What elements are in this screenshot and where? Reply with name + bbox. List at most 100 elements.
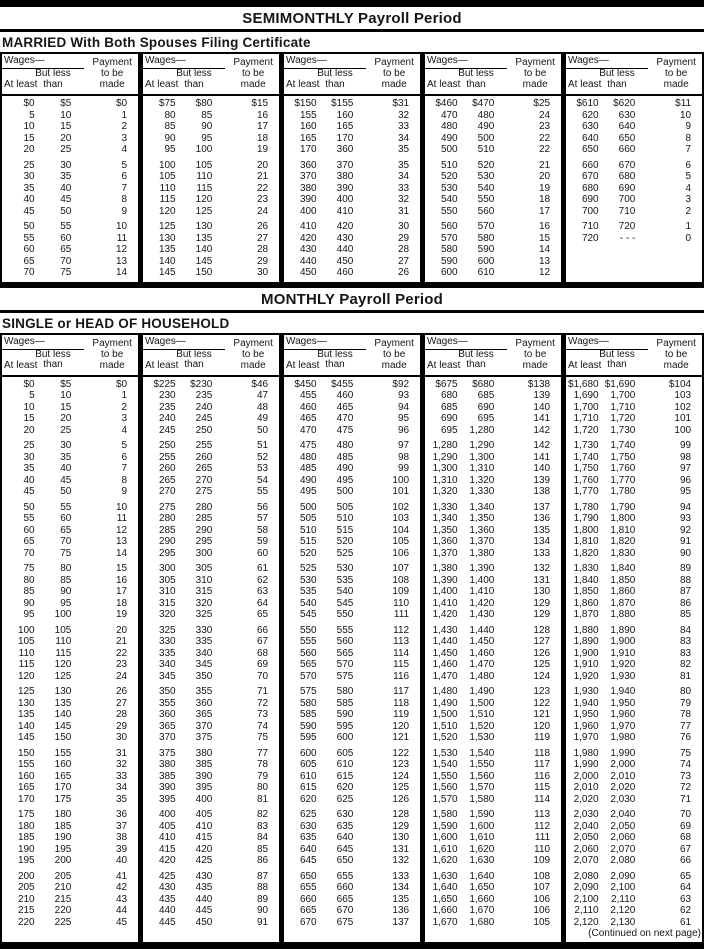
payment-amount: 68 bbox=[635, 832, 691, 844]
wage-but-less-than: 1,830 bbox=[599, 548, 636, 560]
wage-at-least: 425 bbox=[143, 871, 176, 883]
wage-at-least: 2,090 bbox=[566, 882, 599, 894]
wage-but-less-than: 550 bbox=[458, 194, 495, 206]
payment-amount: 74 bbox=[212, 721, 268, 733]
payment-amount: 115 bbox=[494, 782, 550, 794]
wage-at-least: 540 bbox=[425, 194, 458, 206]
payment-amount: 64 bbox=[635, 882, 691, 894]
payment-amount: 69 bbox=[635, 821, 691, 833]
wage-but-less-than: 245 bbox=[176, 413, 213, 425]
wage-but-less-than: 580 bbox=[317, 686, 354, 698]
wage-at-least: 40 bbox=[2, 475, 35, 487]
wage-at-least: 400 bbox=[284, 206, 317, 218]
wage-but-less-than: 2,110 bbox=[599, 894, 636, 906]
wage-at-least: 305 bbox=[143, 575, 176, 587]
wage-but-less-than: 685 bbox=[458, 390, 495, 402]
payment-amount: 113 bbox=[494, 809, 550, 821]
wage-at-least: 1,450 bbox=[425, 648, 458, 660]
wage-but-less-than: 540 bbox=[317, 586, 354, 598]
wage-but-less-than: 660 bbox=[599, 144, 636, 156]
payment-amount: 100 bbox=[635, 425, 691, 437]
wage-but-less-than: 400 bbox=[317, 194, 354, 206]
wage-but-less-than: 1,470 bbox=[458, 659, 495, 671]
wage-but-less-than: 1,410 bbox=[458, 586, 495, 598]
wage-at-least: 1,660 bbox=[425, 905, 458, 917]
wage-but-less-than: 1,750 bbox=[599, 452, 636, 464]
payment-amount: 115 bbox=[353, 659, 409, 671]
wage-but-less-than: 510 bbox=[458, 144, 495, 156]
payment-amount: 112 bbox=[494, 821, 550, 833]
payment-amount: 16 bbox=[212, 110, 268, 122]
wage-at-least: 2,030 bbox=[566, 809, 599, 821]
wage-but-less-than: 145 bbox=[176, 256, 213, 268]
payment-amount: 84 bbox=[635, 625, 691, 637]
wage-but-less-than: 625 bbox=[317, 794, 354, 806]
payment-amount: 23 bbox=[71, 659, 127, 671]
payment-amount: 61 bbox=[212, 563, 268, 575]
wage-at-least: 160 bbox=[2, 771, 35, 783]
wage-at-least: 145 bbox=[2, 732, 35, 744]
wage-at-least: 180 bbox=[2, 821, 35, 833]
payment-amount: 135 bbox=[353, 894, 409, 906]
wage-at-least: 1,770 bbox=[566, 486, 599, 498]
wage-at-least: 570 bbox=[284, 671, 317, 683]
wage-at-least: 680 bbox=[566, 183, 599, 195]
payment-amount: 123 bbox=[494, 686, 550, 698]
payment-header: Payment to be made bbox=[229, 338, 278, 371]
wage-but-less-than: 155 bbox=[35, 748, 72, 760]
wage-at-least: 575 bbox=[284, 686, 317, 698]
wage-but-less-than: 305 bbox=[176, 563, 213, 575]
payment-amount: 55 bbox=[212, 486, 268, 498]
wage-but-less-than: 425 bbox=[176, 855, 213, 867]
wage-at-least: 495 bbox=[284, 486, 317, 498]
wage-but-less-than: 235 bbox=[176, 390, 213, 402]
wage-but-less-than: 270 bbox=[176, 475, 213, 487]
wage-at-least: 620 bbox=[284, 794, 317, 806]
payment-amount: 94 bbox=[353, 402, 409, 414]
wage-but-less-than: 90 bbox=[176, 121, 213, 133]
payment-amount: $31 bbox=[353, 98, 409, 110]
wage-at-least: 600 bbox=[284, 748, 317, 760]
wage-at-least: 640 bbox=[566, 133, 599, 145]
wage-but-less-than: 130 bbox=[176, 221, 213, 233]
wage-but-less-than: 1,660 bbox=[458, 894, 495, 906]
payment-amount: 106 bbox=[494, 894, 550, 906]
wage-but-less-than: 95 bbox=[35, 598, 72, 610]
wage-at-least: 1,890 bbox=[566, 636, 599, 648]
wage-but-less-than: 1,950 bbox=[599, 698, 636, 710]
payment-amount: 9 bbox=[71, 206, 127, 218]
wage-but-less-than: 580 bbox=[458, 233, 495, 245]
payment-amount: 1 bbox=[71, 110, 127, 122]
payment-amount: 136 bbox=[494, 513, 550, 525]
wage-but-less-than: 655 bbox=[317, 871, 354, 883]
wage-at-least: 440 bbox=[284, 256, 317, 268]
column-group-header: Wages— Payment to be made At least But l… bbox=[2, 335, 138, 377]
but-less-than-header: But less than bbox=[33, 69, 72, 90]
wage-at-least: 200 bbox=[2, 871, 35, 883]
but-less-than-header: But less than bbox=[597, 69, 636, 90]
